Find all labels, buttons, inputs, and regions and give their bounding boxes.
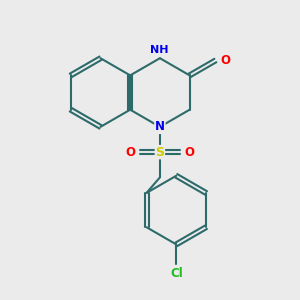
Text: N: N (155, 120, 165, 134)
Text: O: O (220, 54, 230, 67)
Text: NH: NH (150, 45, 168, 55)
Text: O: O (184, 146, 194, 159)
Text: S: S (155, 146, 164, 159)
Text: Cl: Cl (170, 267, 183, 280)
Text: O: O (126, 146, 136, 159)
